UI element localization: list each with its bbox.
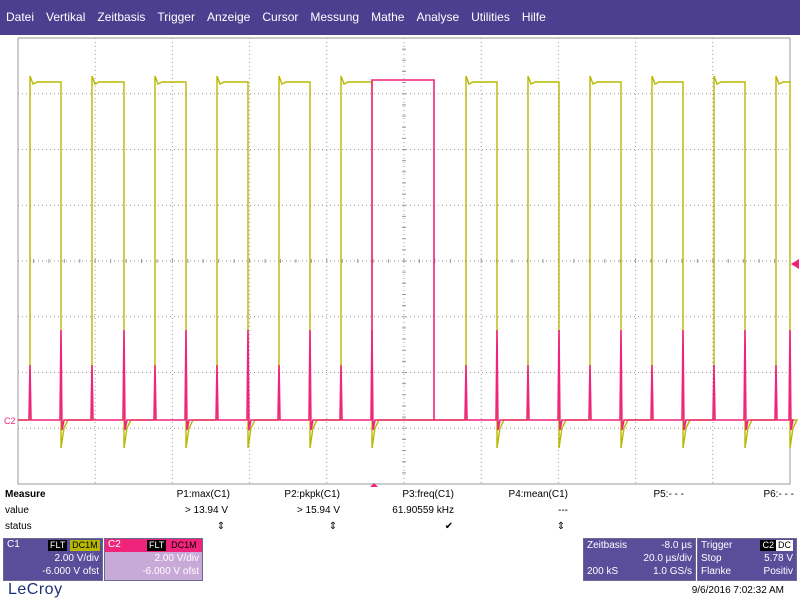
- timebase-tdiv: 20.0 µs/div: [643, 553, 692, 564]
- trigger-source-badge: C2: [760, 540, 776, 551]
- c2-pulse: [371, 79, 435, 420]
- c1-coupling-badge: DC1M: [70, 540, 100, 551]
- timebase-rate: 1.0 GS/s: [653, 566, 692, 577]
- measure-title: Measure: [5, 489, 46, 500]
- trigger-type: Flanke: [701, 566, 732, 577]
- c1-label: C1: [7, 539, 20, 550]
- trigger-mode: Stop: [701, 553, 722, 564]
- param-name-p3[interactable]: P3:freq(C1): [402, 489, 454, 500]
- param-name-p1[interactable]: P1:max(C1): [176, 489, 230, 500]
- menu-hilfe[interactable]: Hilfe: [521, 10, 546, 24]
- c2-channel-marker: C2: [4, 416, 16, 426]
- menu-utilities[interactable]: Utilities: [471, 10, 510, 24]
- c2-offset: -6.000 V ofst: [142, 566, 199, 577]
- timebase-samples: 200 kS: [587, 566, 619, 577]
- param-name-p4[interactable]: P4:mean(C1): [508, 489, 568, 500]
- menu-analyse[interactable]: Analyse: [416, 10, 460, 24]
- c1-filter-badge: FLT: [48, 540, 68, 551]
- measure-status-row: status ⇕ ⇕ ✔ ⇕: [0, 521, 800, 537]
- menu-vertikal[interactable]: Vertikal: [46, 10, 86, 24]
- param-value-p4: ---: [558, 505, 568, 516]
- param-status-p3-icon: ✔: [444, 521, 454, 532]
- menu-mathe[interactable]: Mathe: [371, 10, 405, 24]
- param-status-p1-icon: ⇕: [216, 521, 226, 532]
- waveform-grid: C2: [4, 37, 799, 487]
- measure-value-row: value > 13.94 V > 15.94 V 61.90559 kHz -…: [0, 505, 800, 521]
- timebase-title: Zeitbasis: [587, 540, 628, 551]
- trigger-descriptor[interactable]: Trigger C2 DC Stop 5.78 V Flanke Positiv: [697, 538, 797, 581]
- c2-waveform: [18, 329, 794, 431]
- menu-zeitbasis[interactable]: Zeitbasis: [97, 10, 146, 24]
- measure-panel: Measure P1:max(C1) P2:pkpk(C1) P3:freq(C…: [0, 487, 800, 537]
- menu-datei[interactable]: Datei: [6, 10, 35, 24]
- param-value-p1: > 13.94 V: [184, 505, 228, 516]
- trigger-level-marker: [791, 259, 799, 269]
- c1-offset: -6.000 V ofst: [42, 566, 99, 577]
- measure-header-row: Measure P1:max(C1) P2:pkpk(C1) P3:freq(C…: [0, 489, 800, 505]
- c2-vdiv: 2.00 V/div: [154, 553, 199, 564]
- param-value-p2: > 15.94 V: [296, 505, 340, 516]
- value-row-label: value: [5, 505, 29, 516]
- brand-logo: LeCroy: [8, 581, 63, 598]
- timebase-delay: -8.0 µs: [661, 540, 692, 551]
- trigger-slope: Positiv: [763, 566, 793, 577]
- param-name-p5[interactable]: P5:- - -: [653, 489, 684, 500]
- c1-vdiv: 2.00 V/div: [54, 553, 99, 564]
- menu-anzeige[interactable]: Anzeige: [206, 10, 251, 24]
- c2-descriptor[interactable]: C2 FLT DC1M 2.00 V/div -6.000 V ofst: [104, 538, 203, 581]
- c1-waveform: [18, 75, 799, 449]
- c2-label: C2: [108, 539, 121, 550]
- menu-bar: Datei Vertikal Zeitbasis Trigger Anzeige Curs…: [0, 0, 800, 35]
- trigger-level: 5.78 V: [764, 553, 793, 564]
- param-status-p2-icon: ⇕: [328, 521, 338, 532]
- c2-coupling-badge: DC1M: [169, 540, 199, 551]
- trigger-coupling-badge: DC: [776, 540, 793, 551]
- menu-trigger[interactable]: Trigger: [157, 10, 195, 24]
- menu-cursor[interactable]: Cursor: [262, 10, 299, 24]
- param-name-p2[interactable]: P2:pkpk(C1): [284, 489, 340, 500]
- param-name-p6[interactable]: P6:- - -: [763, 489, 794, 500]
- c2-filter-badge: FLT: [147, 540, 167, 551]
- menu-messung[interactable]: Messung: [310, 10, 360, 24]
- timebase-descriptor[interactable]: Zeitbasis -8.0 µs 20.0 µs/div 200 kS 1.0…: [583, 538, 696, 581]
- param-status-p4-icon: ⇕: [556, 521, 566, 532]
- c1-descriptor[interactable]: C1 FLT DC1M 2.00 V/div -6.000 V ofst: [3, 538, 103, 581]
- timestamp: 9/6/2016 7:02:32 AM: [691, 585, 784, 596]
- param-value-p3: 61.90559 kHz: [392, 505, 454, 516]
- trigger-title: Trigger: [701, 540, 733, 551]
- status-row-label: status: [5, 521, 32, 532]
- scope-display[interactable]: C2: [0, 35, 800, 487]
- trigger-time-marker: [370, 483, 378, 487]
